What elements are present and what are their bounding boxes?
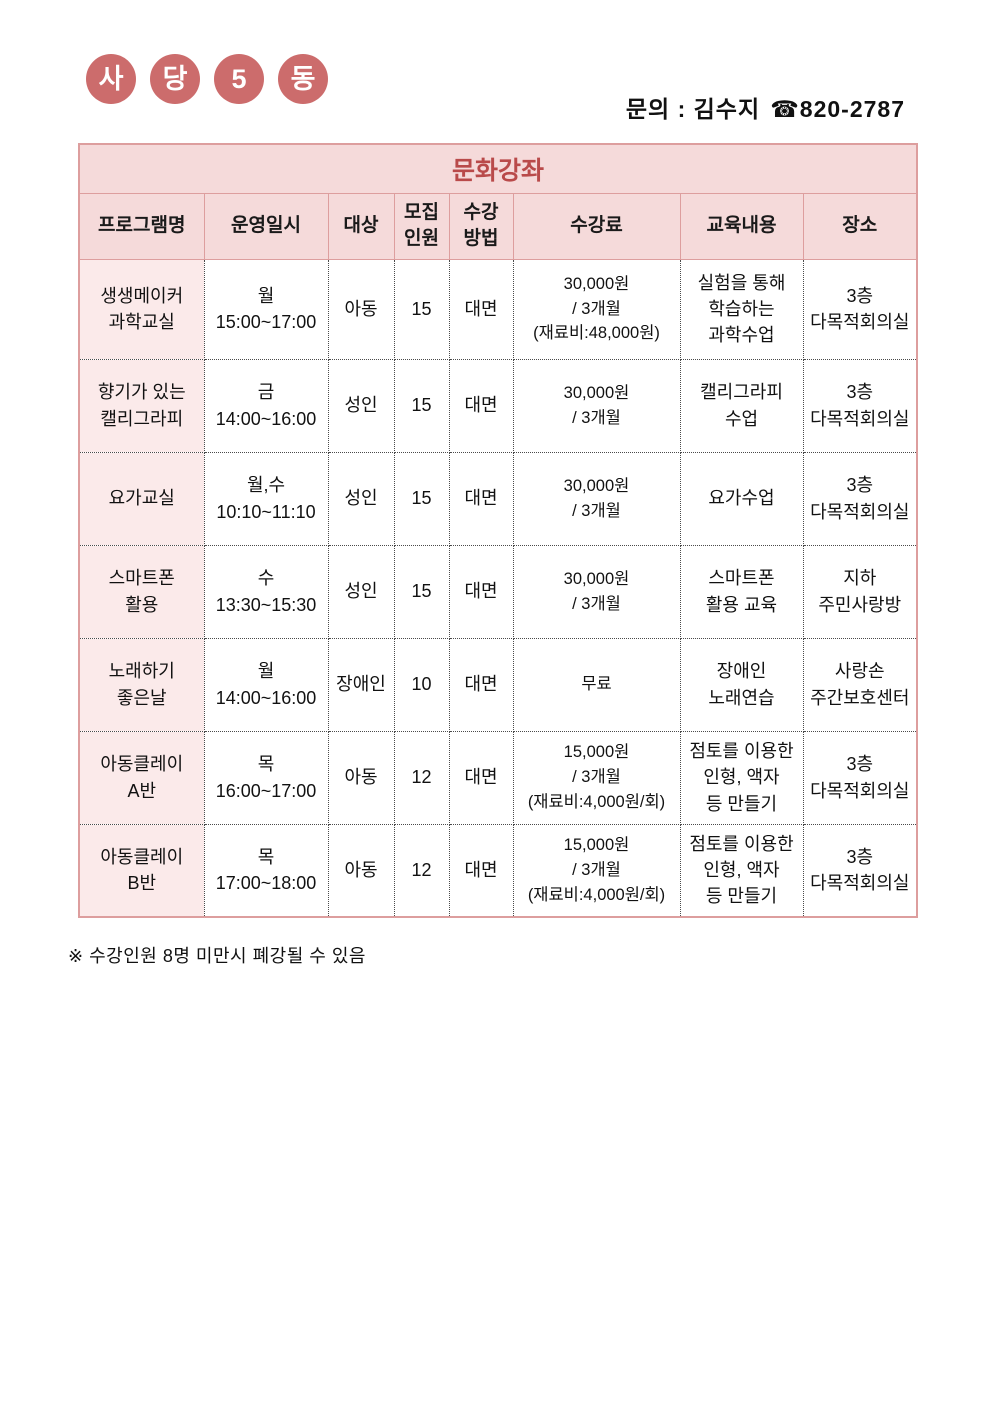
badge-circle: 동: [278, 54, 328, 104]
column-header: 모집 인원: [393, 192, 450, 260]
table-cell: 지하 주민사랑방: [802, 544, 918, 639]
header-row: 프로그램명 운영일시 대상 모집 인원 수강 방법 수강료 교육내용 장소: [78, 192, 918, 260]
table-row: 요가교실 월,수 10:10~11:10 성인 15 대면 30,000원 / 3개월 요가…: [78, 451, 918, 546]
table-cell: 요가수업: [679, 451, 804, 546]
table-cell: 대면: [448, 451, 514, 546]
table-cell: 실험을 통해 학습하는 과학수업: [679, 258, 804, 360]
table-row: 아동클레이 B반 목 17:00~18:00 아동 12 대면 15,000원 / 3개월…: [78, 823, 918, 918]
table-cell: 사랑손 주간보호센터: [802, 637, 918, 732]
table-body: 생생메이커 과학교실 월 15:00~17:00 아동 15 대면 30,000원 / 3…: [78, 258, 918, 918]
table-cell: 스마트폰 활용 교육: [679, 544, 804, 639]
table-cell: 대면: [448, 358, 514, 453]
table-cell: 목 16:00~17:00: [203, 730, 329, 825]
table-cell: 아동클레이 B반: [78, 823, 205, 918]
table-cell: 12: [393, 730, 450, 825]
table-cell: 아동: [327, 823, 395, 918]
table-row: 노래하기 좋은날 월 14:00~16:00 장애인 10 대면 무료 장애인 노래연습 사랑…: [78, 637, 918, 732]
table-row: 향기가 있는 캘리그라피 금 14:00~16:00 성인 15 대면 30,000원 /…: [78, 358, 918, 453]
table-cell: 장애인 노래연습: [679, 637, 804, 732]
table-cell: 10: [393, 637, 450, 732]
table-cell: 대면: [448, 730, 514, 825]
table-cell: 월 15:00~17:00: [203, 258, 329, 360]
table-cell: 대면: [448, 258, 514, 360]
table-cell: 요가교실: [78, 451, 205, 546]
table-cell: 장애인: [327, 637, 395, 732]
table-cell: 15: [393, 544, 450, 639]
table-cell: 3층 다목적회의실: [802, 258, 918, 360]
table-cell: 성인: [327, 358, 395, 453]
table-cell: 생생메이커 과학교실: [78, 258, 205, 360]
table-title: 문화강좌: [78, 143, 918, 194]
culture-class-table: 문화강좌 프로그램명 운영일시 대상 모집 인원 수강 방법 수강료 교육내용 장소 생생메이…: [78, 143, 919, 918]
badge-circle: 당: [150, 54, 200, 104]
table-cell: 캘리그라피 수업: [679, 358, 804, 453]
table-cell: 점토를 이용한 인형, 액자 등 만들기: [679, 823, 804, 918]
table-cell: 대면: [448, 823, 514, 918]
table-cell: 아동: [327, 730, 395, 825]
title-row: 문화강좌: [78, 143, 918, 194]
table-cell: 월,수 10:10~11:10: [203, 451, 329, 546]
contact-label: 문의 : 김수지: [625, 96, 761, 122]
table-cell: 성인: [327, 544, 395, 639]
column-header: 프로그램명: [78, 192, 205, 260]
table-row: 스마트폰 활용 수 13:30~15:30 성인 15 대면 30,000원 / 3개월 스…: [78, 544, 918, 639]
table-cell: 3층 다목적회의실: [802, 451, 918, 546]
table-cell: 노래하기 좋은날: [78, 637, 205, 732]
table-cell: 30,000원 / 3개월: [512, 358, 681, 453]
column-header: 수강료: [512, 192, 681, 260]
table-cell: 15: [393, 451, 450, 546]
table-cell: 금 14:00~16:00: [203, 358, 329, 453]
column-header: 장소: [802, 192, 918, 260]
table-cell: 목 17:00~18:00: [203, 823, 329, 918]
table-cell: 3층 다목적회의실: [802, 730, 918, 825]
table-cell: 15: [393, 358, 450, 453]
phone-icon: ☎: [770, 96, 800, 122]
table-cell: 아동클레이 A반: [78, 730, 205, 825]
table-cell: 월 14:00~16:00: [203, 637, 329, 732]
table-cell: 30,000원 / 3개월 (재료비:48,000원): [512, 258, 681, 360]
table-cell: 3층 다목적회의실: [802, 358, 918, 453]
badge-circle: 5: [214, 54, 264, 104]
table-cell: 아동: [327, 258, 395, 360]
table-cell: 15,000원 / 3개월 (재료비:4,000원/회): [512, 730, 681, 825]
table-cell: 30,000원 / 3개월: [512, 544, 681, 639]
column-header: 대상: [327, 192, 395, 260]
table-cell: 30,000원 / 3개월: [512, 451, 681, 546]
footnote: ※ 수강인원 8명 미만시 폐강될 수 있음: [68, 946, 366, 966]
table-cell: 스마트폰 활용: [78, 544, 205, 639]
table-cell: 3층 다목적회의실: [802, 823, 918, 918]
table-cell: 무료: [512, 637, 681, 732]
badge-circle: 사: [86, 54, 136, 104]
contact-info: 문의 : 김수지 ☎820-2787: [626, 90, 905, 124]
table-cell: 향기가 있는 캘리그라피: [78, 358, 205, 453]
table-cell: 점토를 이용한 인형, 액자 등 만들기: [679, 730, 804, 825]
table-row: 아동클레이 A반 목 16:00~17:00 아동 12 대면 15,000원 / 3개월…: [78, 730, 918, 825]
table-cell: 12: [393, 823, 450, 918]
column-header: 교육내용: [679, 192, 804, 260]
contact-phone-number: 820-2787: [799, 96, 905, 122]
table-cell: 대면: [448, 544, 514, 639]
table-cell: 15: [393, 258, 450, 360]
table-cell: 15,000원 / 3개월 (재료비:4,000원/회): [512, 823, 681, 918]
table-cell: 수 13:30~15:30: [203, 544, 329, 639]
table-cell: 대면: [448, 637, 514, 732]
table-cell: 성인: [327, 451, 395, 546]
table-row: 생생메이커 과학교실 월 15:00~17:00 아동 15 대면 30,000원 / 3…: [78, 258, 918, 360]
column-header: 수강 방법: [448, 192, 514, 260]
column-header: 운영일시: [203, 192, 329, 260]
